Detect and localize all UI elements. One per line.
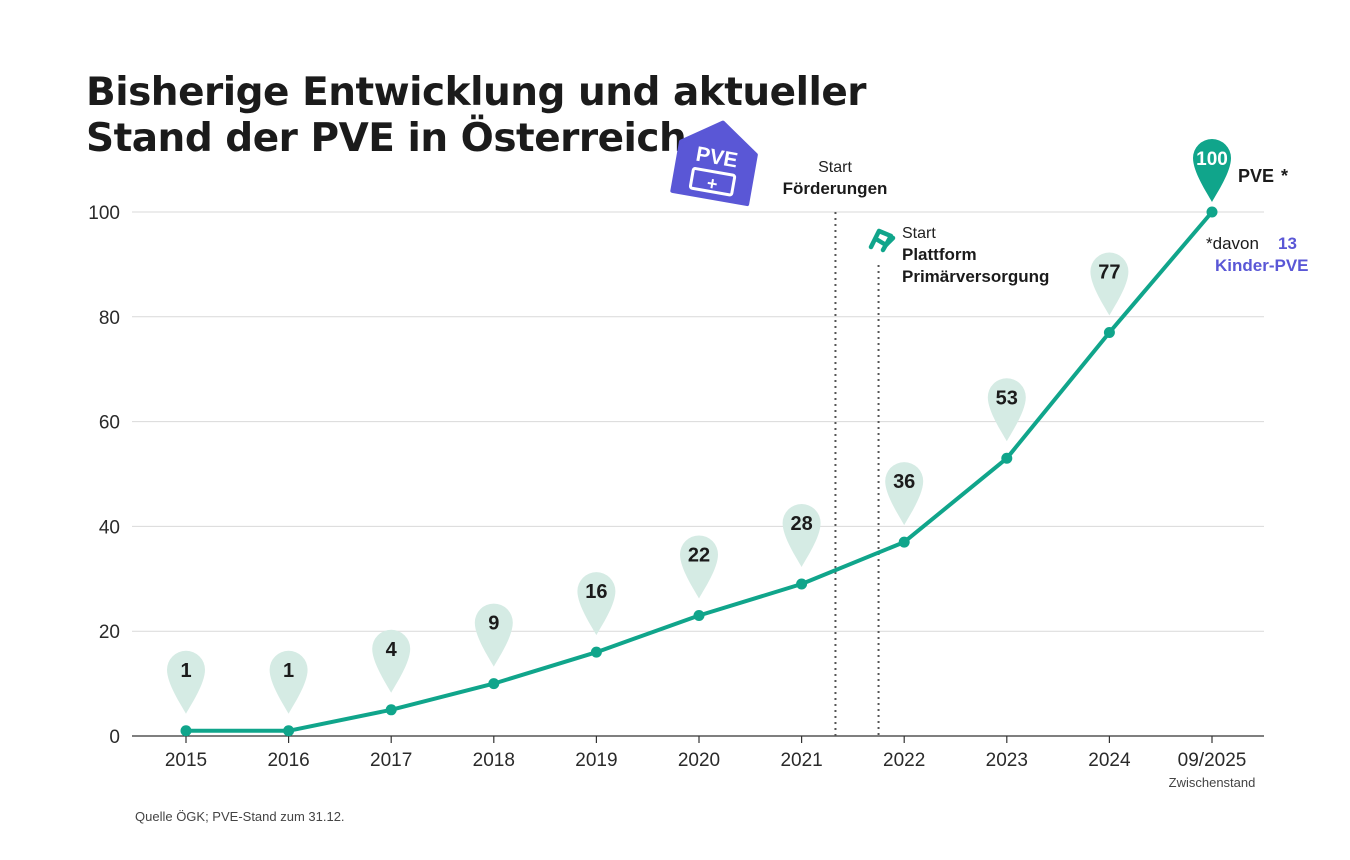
data-label-9: 77 [1098,262,1120,284]
data-label-pin-6 [782,504,821,568]
data-point-10 [1206,206,1218,218]
data-label-7: 36 [893,471,915,493]
data-label-pin-2 [372,629,411,693]
data-label-pin-4 [577,572,616,636]
data-label-pin-5 [680,535,718,599]
pve-house-icon: PVE + [670,120,758,207]
annotation-plattform-line-1: Start [902,225,936,242]
footnote-suffix: Kinder-PVE [1215,256,1309,275]
source-note: Quelle ÖGK; PVE-Stand zum 31.12. [135,809,345,824]
data-label-10: 100 [1196,149,1228,170]
series-line [184,210,1214,733]
data-point-3 [488,678,500,690]
axes: 0 20 40 60 80 100 2015 2016 2017 2018 2019 2020 2021… [88,203,1264,790]
x-tick-label-2: 2017 [370,750,412,771]
pve-badge-cross-box [688,167,737,197]
x-tick-label-6: 2021 [780,750,822,771]
data-point-8 [1001,452,1013,464]
data-point-4 [590,646,602,658]
y-tick-label-0: 0 [109,727,120,748]
data-label-pin-10 [1193,139,1231,202]
data-label-6: 28 [790,513,812,535]
data-label-8: 53 [996,387,1018,409]
data-label-5: 22 [688,544,710,566]
plattform-logo-icon [868,228,896,253]
data-line [180,206,1218,737]
annotation-foerderungen: Start Förderungen [783,159,888,198]
final-value-pve-label: PVE [1238,166,1274,186]
x-tick-label-0: 2015 [165,750,207,771]
data-label-pin-8 [987,378,1026,442]
data-label-4: 16 [585,581,607,603]
x-tick-sublabel-10: Zwischenstand [1169,775,1256,790]
data-point-7 [898,536,910,548]
y-tick-label-20: 20 [99,622,120,643]
chart-title: Bisherige Entwicklung und aktueller Stan… [86,70,867,162]
x-tick-label-10: 09/2025 [1178,750,1247,771]
footnote-prefix: *davon [1206,234,1259,253]
data-label-pins: 1 1 4 9 16 22 28 36 53 77 100 [167,139,1231,714]
data-point-9 [1103,327,1115,339]
x-tick-label-3: 2018 [473,750,515,771]
data-label-pin-0 [167,650,205,714]
y-tick-label-100: 100 [88,203,120,224]
data-label-pin-1 [269,650,308,714]
y-tick-label-60: 60 [99,413,120,434]
data-point-1 [283,725,295,737]
data-point-6 [796,578,808,590]
data-point-2 [385,704,397,716]
data-label-pin-7 [885,462,924,526]
data-label-pin-3 [474,603,513,667]
x-tick-label-7: 2022 [883,750,925,771]
x-tick-label-8: 2023 [986,750,1028,771]
data-label-pin-9 [1090,252,1129,316]
annotation-plattform: Start Plattform Primärversorgung [868,225,1049,286]
annotation-plattform-line-3: Primärversorgung [902,267,1049,286]
data-point-5 [693,609,705,621]
chart-title-line-1: Bisherige Entwicklung und aktueller [86,70,867,115]
pve-badge-cross: + [705,173,719,195]
x-tick-label-1: 2016 [267,750,309,771]
data-label-1: 1 [283,660,294,682]
footnote-count: 13 [1278,234,1297,253]
y-tick-label-40: 40 [99,517,120,538]
x-tick-label-5: 2020 [678,750,720,771]
x-tick-label-4: 2019 [575,750,617,771]
data-label-2: 4 [386,639,398,661]
annotation-plattform-line-2: Plattform [902,245,977,264]
y-tick-label-80: 80 [99,308,120,329]
data-label-3: 9 [488,613,499,635]
x-tick-label-9: 2024 [1088,750,1131,771]
gridlines [132,211,1264,632]
data-label-0: 1 [180,660,191,682]
footnote-kinder-pve: *davon 13 Kinder-PVE [1206,234,1309,275]
data-point-0 [180,725,192,737]
annotation-foerderungen-line-2: Förderungen [783,179,888,198]
final-value-asterisk: * [1281,166,1288,186]
chart-title-line-2: Stand der PVE in Österreich [86,116,687,161]
annotation-foerderungen-line-1: Start [818,159,852,176]
reference-lines [834,212,880,736]
